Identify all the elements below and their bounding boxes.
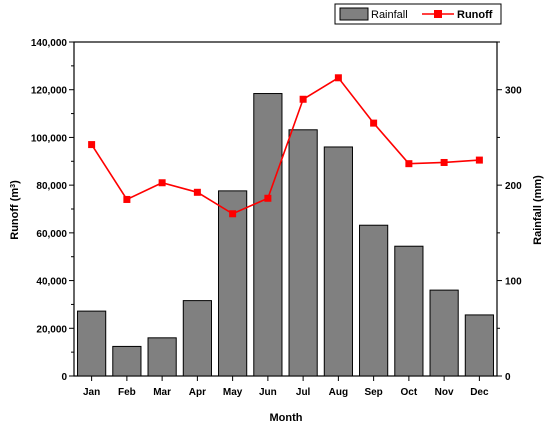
right-axis: 0 100 200 300 xyxy=(497,41,522,383)
x-axis-tick-label: Aug xyxy=(329,387,348,398)
left-y-axis-label-main: Runoff (m xyxy=(9,188,21,240)
rainfall-bar xyxy=(464,314,494,377)
left-axis-tick-label: 20,000 xyxy=(36,324,67,335)
left-axis-tick-label: 80,000 xyxy=(36,181,67,192)
x-axis-tick-label: Oct xyxy=(401,387,418,398)
rainfall-bar xyxy=(218,190,248,377)
legend-runoff-marker xyxy=(434,10,442,18)
left-y-axis-label-sup: 3 xyxy=(10,184,17,188)
right-axis-tick-label: 100 xyxy=(505,277,522,288)
left-axis-tick-label: 100,000 xyxy=(31,133,68,144)
runoff-point xyxy=(370,119,378,127)
runoff-point xyxy=(88,141,96,149)
legend-box xyxy=(334,3,502,25)
right-axis-tick-label: 300 xyxy=(505,86,522,97)
x-axis-tick-label: Feb xyxy=(118,387,136,398)
rainfall-bar xyxy=(77,310,107,377)
left-axis-tick-label: 60,000 xyxy=(36,229,67,240)
x-axis-tick-label: Mar xyxy=(153,387,171,398)
rainfall-bar xyxy=(288,129,318,377)
x-axis-label: Month xyxy=(270,412,303,424)
left-y-axis-label-close: ) xyxy=(9,180,21,184)
left-axis: 0 20,000 40,000 60,000 80,000 100,000 120,000 1… xyxy=(31,38,74,383)
rainfall-bar xyxy=(359,224,389,377)
runoff-point xyxy=(405,160,413,168)
runoff-point xyxy=(229,210,237,218)
rainfall-bar xyxy=(253,93,283,377)
left-y-axis-label: Runoff (m3) xyxy=(9,180,21,240)
left-axis-tick-label: 40,000 xyxy=(36,277,67,288)
rainfall-bar xyxy=(147,337,177,377)
x-axis-tick-label: Jul xyxy=(296,387,311,398)
left-axis-tick-label: 0 xyxy=(61,372,67,383)
x-axis-tick-label: Nov xyxy=(435,387,454,398)
right-axis-tick-label: 0 xyxy=(505,372,511,383)
runoff-line xyxy=(90,76,480,215)
x-axis-tick-label: Apr xyxy=(189,387,206,398)
rainfall-bar xyxy=(323,146,353,377)
rainfall-bar xyxy=(429,289,459,377)
runoff-point xyxy=(440,158,448,166)
left-axis-tick-label: 140,000 xyxy=(31,38,68,49)
rainfall-bar xyxy=(112,345,142,377)
runoff-point xyxy=(158,179,166,187)
runoff-point xyxy=(264,194,272,202)
runoff-line-layer xyxy=(88,74,483,218)
x-axis-tick-label: Jan xyxy=(83,387,100,398)
right-axis-tick-label: 200 xyxy=(505,181,522,192)
x-axis-tick-label: May xyxy=(223,387,243,398)
left-axis-tick-label: 120,000 xyxy=(31,86,68,97)
x-axis-tick-label: Dec xyxy=(470,387,489,398)
legend-rainfall-swatch xyxy=(339,7,369,21)
rainfall-bar xyxy=(182,300,212,377)
x-axis-tick-label: Sep xyxy=(364,387,382,398)
right-y-axis-label: Rainfall (mm) xyxy=(532,175,544,245)
rainfall-bar xyxy=(394,245,424,377)
legend-runoff-label: Runoff xyxy=(457,9,493,21)
runoff-point xyxy=(193,188,201,196)
runoff-point xyxy=(299,95,307,103)
x-axis-tick-label: Jun xyxy=(259,387,277,398)
x-axis: Jan Feb Mar Apr May Jun Jul Aug Sep Oct Nov Dec xyxy=(83,376,489,398)
rainfall-bars xyxy=(77,93,494,377)
legend: Rainfall Runoff xyxy=(334,3,502,25)
legend-rainfall-label: Rainfall xyxy=(371,9,408,21)
runoff-point xyxy=(475,156,483,164)
runoff-point xyxy=(123,195,131,203)
runoff-point xyxy=(334,74,342,82)
